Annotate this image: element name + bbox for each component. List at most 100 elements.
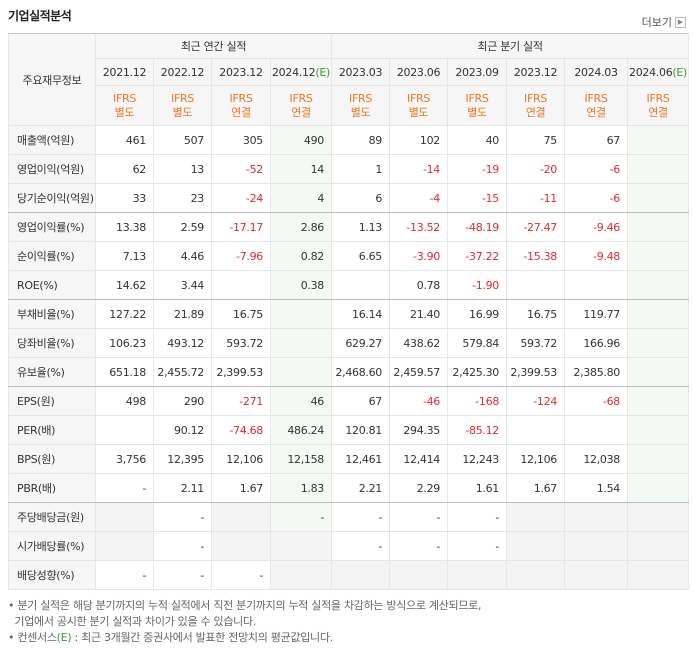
value-cell: 33 <box>95 183 154 213</box>
basis: 연결 <box>525 105 546 119</box>
note-line: • 분기 실적은 해당 분기까지의 누적 실적에서 직전 분기까지의 누적 실적… <box>8 598 482 614</box>
value-cell <box>269 531 333 561</box>
basis: 연결 <box>586 105 606 119</box>
value-cell: 119.77 <box>564 299 629 329</box>
more-link[interactable]: 더보기 ▶ <box>642 14 686 30</box>
value-cell <box>564 415 629 445</box>
value-cell: -15 <box>447 183 508 213</box>
row-label: PER(배) <box>8 415 96 445</box>
header-row: 2021.12 2022.12 2023.12 2024.12(E) 2023.03 20… <box>9 58 690 86</box>
value-cell: 13.38 <box>95 212 154 242</box>
data-row: 부채비율(%) 127.22 21.89 16.75 16.14 21.40 16.99 16… <box>8 299 690 329</box>
value-cell: 290 <box>153 386 212 416</box>
value-cell: 16.14 <box>331 299 391 329</box>
value-cell: 13 <box>153 154 212 184</box>
note-line: 기업에서 공시한 분기 실적과 차이가 있을 수 있습니다. <box>8 614 481 630</box>
value-cell: 16.99 <box>447 299 508 329</box>
row-label: 영업이익률(%) <box>8 212 96 242</box>
basis-header: IFRS 별도 <box>447 85 508 126</box>
note-line: • 컨센서스(E) : 최근 3개월간 증권사에서 발표한 전망치의 평균값입니… <box>8 630 481 646</box>
value-cell <box>627 154 690 184</box>
note-text: : 최근 3개월간 증권사에서 발표한 전망치의 평균값입니다. <box>71 631 334 644</box>
note-text: • 컨센서스 <box>8 631 57 644</box>
note-text: • 분기 실적은 해당 분기까지의 누적 실적에서 직전 분기까지의 누적 실적… <box>8 599 482 612</box>
data-row: PBR(배) -2.11 1.67 1.83 2.21 2.29 1.61 1.67 1.54 <box>8 473 690 503</box>
value-cell: 2,455.72 <box>153 357 212 387</box>
value-cell: -6 <box>564 154 629 184</box>
value-cell: 75 <box>506 125 566 155</box>
value-cell <box>627 386 690 416</box>
value-cell: - <box>211 560 271 590</box>
value-cell: - <box>331 502 391 532</box>
value-cell: 120.81 <box>331 415 391 445</box>
value-cell <box>506 270 566 300</box>
value-cell: - <box>331 531 391 561</box>
more-icon[interactable]: ▶ <box>675 16 686 28</box>
period-header: 2023.03 <box>331 58 391 86</box>
value-cell: 461 <box>95 125 154 155</box>
header-row: 주요재무정보 최근 연간 실적 최근 분기 실적 <box>8 33 690 126</box>
value-cell: 579.84 <box>447 328 508 358</box>
ifrs: IFRS <box>289 91 313 105</box>
value-cell <box>506 560 566 590</box>
ifrs: IFRS <box>524 91 548 105</box>
value-cell: - <box>153 531 212 561</box>
value-cell: 498 <box>95 386 154 416</box>
value-cell <box>627 502 690 532</box>
value-cell <box>627 357 690 387</box>
value-cell <box>627 183 690 213</box>
value-cell: 4.46 <box>153 241 212 271</box>
value-cell: 14.62 <box>95 270 154 300</box>
ifrs: IFRS <box>171 91 194 105</box>
period: 2024.06 <box>629 65 673 79</box>
corner-cell: 주요재무정보 <box>8 33 96 126</box>
value-cell: -168 <box>447 386 508 416</box>
basis: 연결 <box>231 105 251 119</box>
value-cell: -1.90 <box>447 270 508 300</box>
value-cell: 629.27 <box>331 328 391 358</box>
value-cell: 3,756 <box>95 444 154 474</box>
data-row: 유보율(%) 651.18 2,455.72 2,399.53 2,468.60 2,45… <box>8 357 690 387</box>
value-cell: 12,395 <box>153 444 212 474</box>
value-cell <box>627 125 690 155</box>
value-cell: -7.96 <box>211 241 271 271</box>
header-row: IFRS 별도 IFRS 별도 IFRS 연결 IFRS 연결 IFRS 별도 IFRS 별도 IFRS… <box>9 85 690 126</box>
value-cell: 0.78 <box>389 270 449 300</box>
value-cell <box>627 415 690 445</box>
value-cell <box>627 560 690 590</box>
value-cell: -24 <box>211 183 271 213</box>
value-cell: - <box>447 502 508 532</box>
period-header: 2024.03 <box>564 58 629 86</box>
basis-header: IFRS 별도 <box>95 85 154 126</box>
basis-header: IFRS 연결 <box>269 85 333 126</box>
value-cell: 493.12 <box>153 328 212 358</box>
row-label: 영업이익(억원) <box>8 154 96 184</box>
more-label[interactable]: 더보기 <box>641 16 672 29</box>
period-header: 2023.09 <box>447 58 508 86</box>
value-cell <box>627 299 690 329</box>
value-cell: -13.52 <box>389 212 449 242</box>
data-row: 당좌비율(%) 106.23 493.12 593.72 629.27 438.62 579… <box>8 328 690 358</box>
data-row: 영업이익(억원) 62 13 -52 14 1 -14 -19 -20 -6 <box>8 154 690 184</box>
value-cell: 12,038 <box>564 444 629 474</box>
value-cell: 12,106 <box>506 444 566 474</box>
value-cell: 2,459.57 <box>389 357 449 387</box>
value-cell: 2,425.30 <box>447 357 508 387</box>
basis-header: IFRS 연결 <box>506 85 566 126</box>
section-title: 기업실적분석 <box>8 9 72 23</box>
data-row: PER(배) 90.12 -74.68 486.24 120.81 294.35 -85.1… <box>8 415 690 445</box>
value-cell: 62 <box>95 154 154 184</box>
value-cell <box>627 328 690 358</box>
data-row: BPS(원) 3,756 12,395 12,106 12,158 12,461 12,41… <box>8 444 690 474</box>
value-cell: 2.59 <box>153 212 212 242</box>
basis-header: IFRS 별도 <box>389 85 449 126</box>
value-cell: 7.13 <box>95 241 154 271</box>
value-cell: 2,468.60 <box>331 357 391 387</box>
basis: 별도 <box>172 105 193 119</box>
value-cell: - <box>153 560 212 590</box>
value-cell: 67 <box>331 386 391 416</box>
value-cell: 21.89 <box>153 299 212 329</box>
value-cell <box>564 531 629 561</box>
estimate-mark: (E) <box>315 65 331 79</box>
value-cell: -9.48 <box>564 241 629 271</box>
